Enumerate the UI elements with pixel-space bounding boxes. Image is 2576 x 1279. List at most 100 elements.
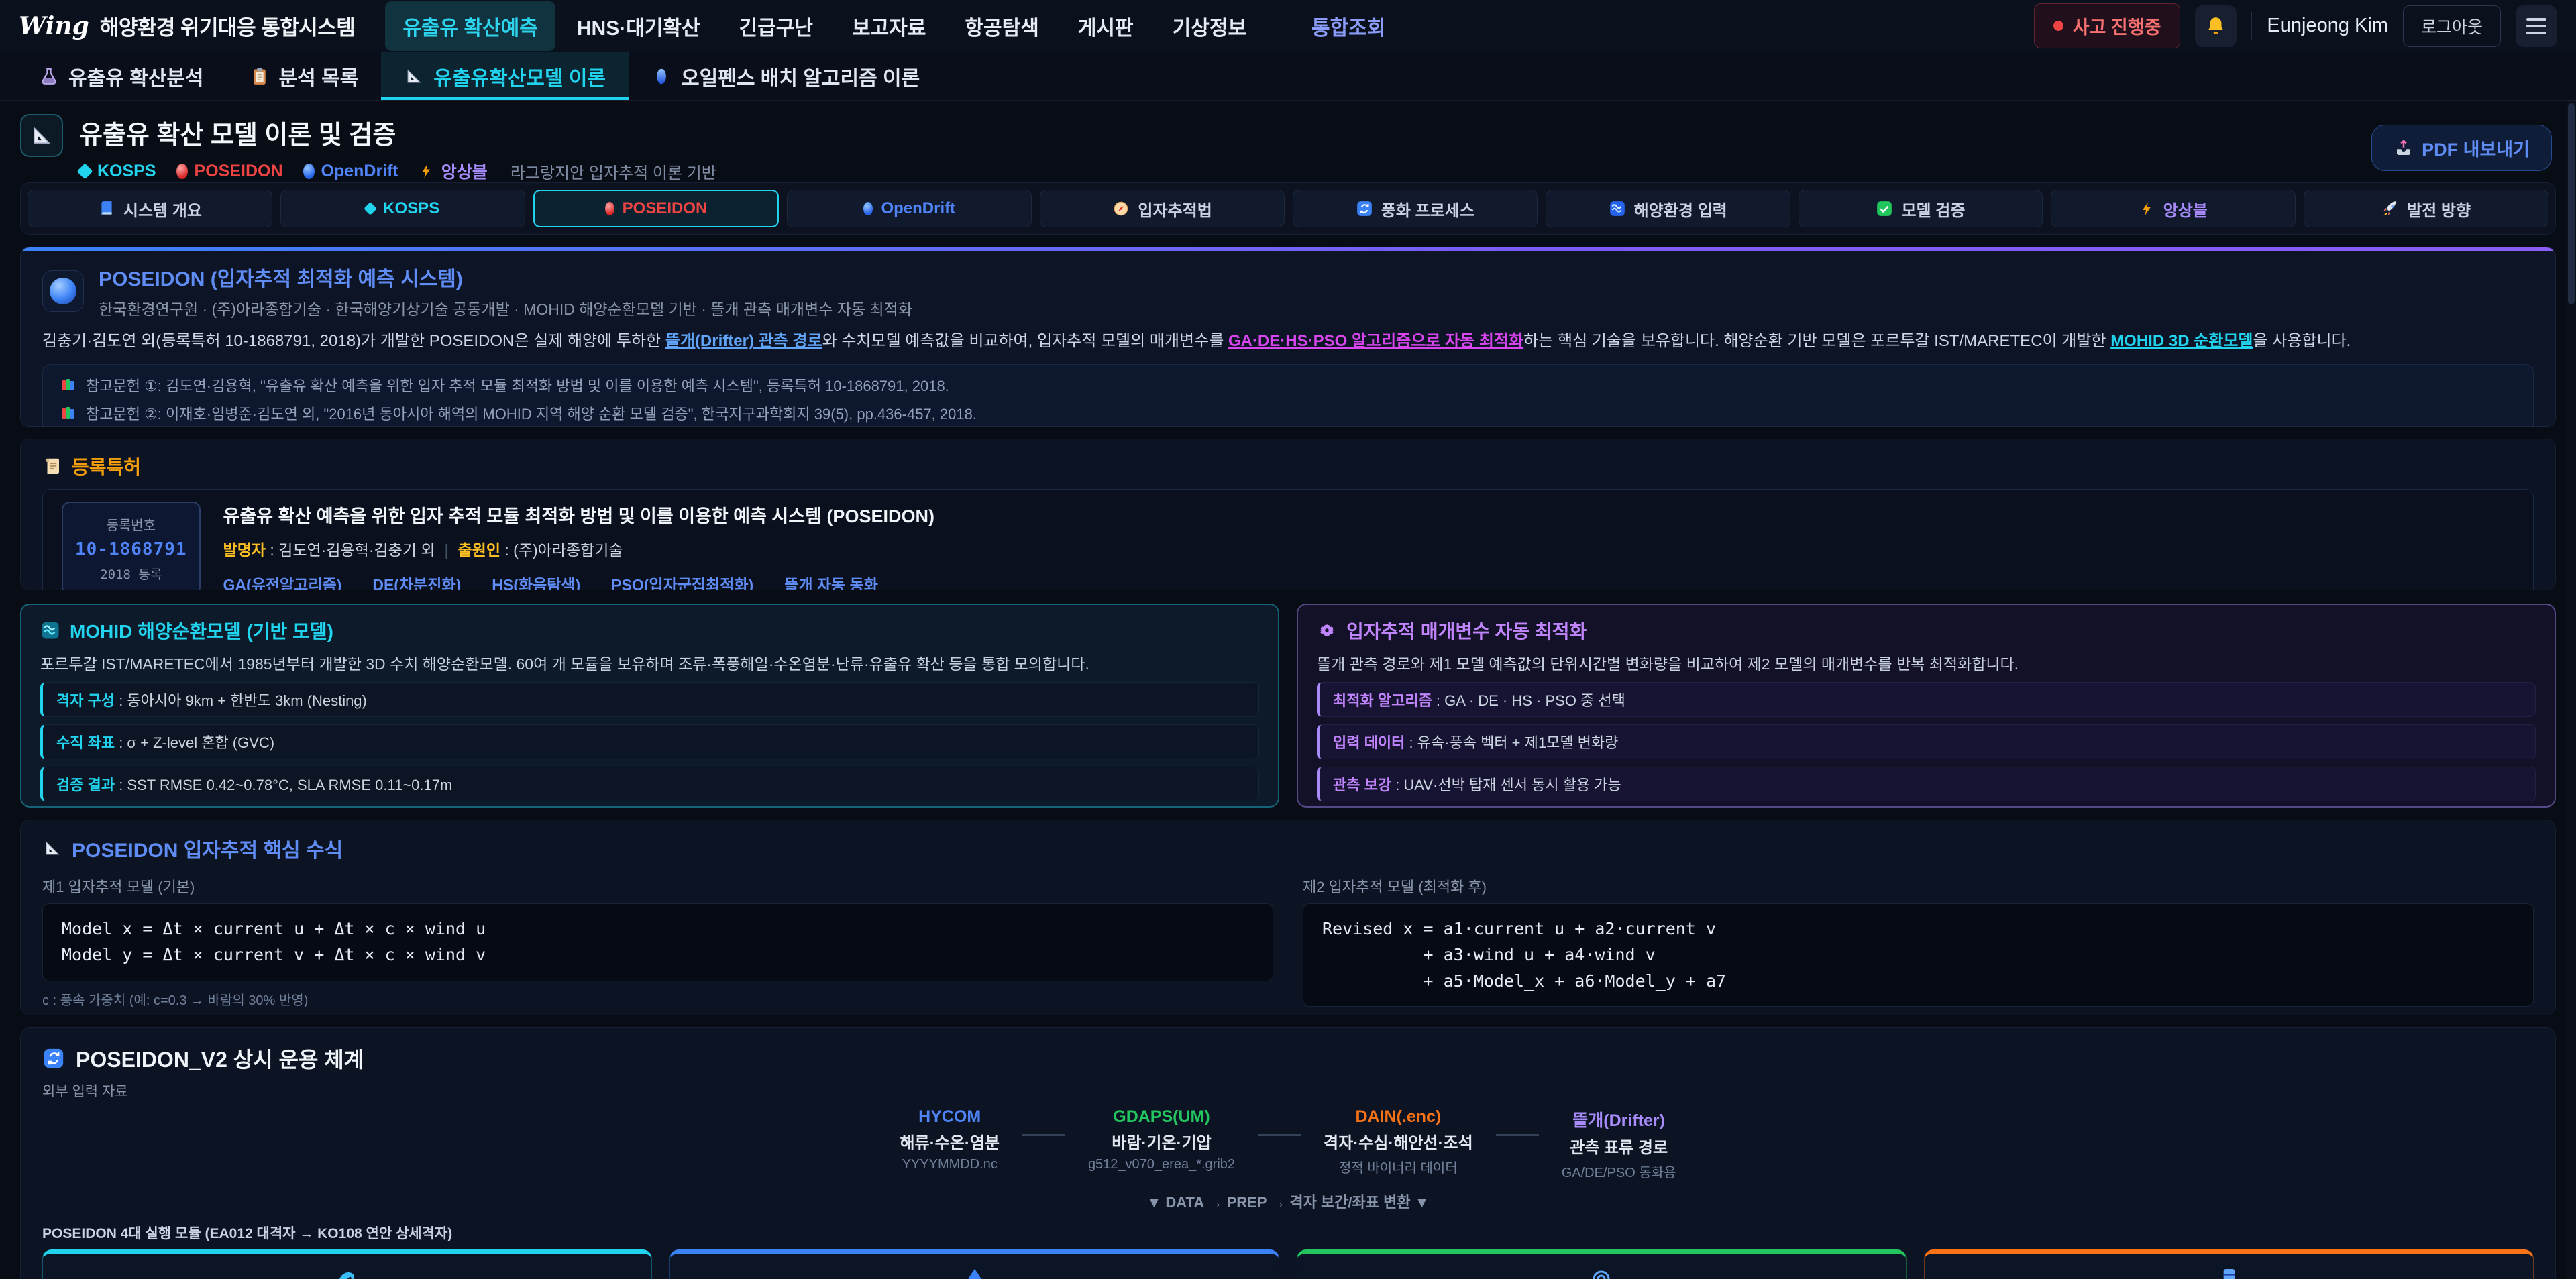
reg-year: 2018 등록 <box>100 567 162 582</box>
source-hycom: HYCOM 해류·수온·염분 YYYYMMDD.nc <box>900 1107 1000 1172</box>
logout-button[interactable]: 로그아웃 <box>2402 5 2501 47</box>
topbar: Wing 해양환경 위기대응 통합시스템 유출유 확산예측 HNS·대기확산 긴… <box>0 0 2576 52</box>
module-oils: OILS <box>1924 1249 2534 1279</box>
connector-line <box>1022 1134 1065 1136</box>
poseidon-header: POSEIDON (입자추적 최적화 예측 시스템) 한국환경연구원 · (주)… <box>42 262 2534 319</box>
applicant-label: 출원인 <box>458 541 500 559</box>
scroll-icon <box>46 458 59 474</box>
nav-aerial-search[interactable]: 항공탐색 <box>965 17 1039 40</box>
patent-registration-box: 등록번호 10-1868791 2018 등록 <box>62 502 201 590</box>
page-header: 유출유 확산 모델 이론 및 검증 KOSPS POSEIDON OpenDri… <box>0 101 2576 182</box>
badge-ensemble: 앙상블 <box>419 159 488 183</box>
pdf-export-label: PDF 내보내기 <box>2422 140 2530 160</box>
nav-integrated-search[interactable]: 통합조회 <box>1311 17 1386 40</box>
reg-number-label: 등록번호 <box>106 518 156 533</box>
nav-emergency-rescue[interactable]: 긴급구난 <box>739 17 814 40</box>
pill-poseidon[interactable]: POSEIDON <box>533 190 780 227</box>
mohid-card: MOHID 해양순환모델 (기반 모델) 포르투갈 IST/MARETEC에서 … <box>20 604 1279 808</box>
topbar-right: 사고 진행중 Eunjeong Kim 로그아웃 <box>2033 3 2557 48</box>
nav-hns-diffusion[interactable]: HNS·대기확산 <box>576 17 700 40</box>
external-input-label: 외부 입력 자료 <box>42 1084 128 1099</box>
tag-pso[interactable]: PSO(입자군집최적화) <box>611 576 754 590</box>
pill-ensemble[interactable]: 앙상블 <box>2051 190 2296 227</box>
tag-de[interactable]: DE(차분진화) <box>372 576 462 590</box>
data-flow-label: ▼ DATA → PREP → 격자 보간/좌표 변환 ▼ <box>1146 1194 1430 1211</box>
pill-future-direction[interactable]: 발전 방향 <box>2304 190 2548 227</box>
patent-tags: GA(유전알고리즘) DE(차분진화) HS(화음탐색) PSO(입자군집최적화… <box>223 572 934 590</box>
patent-section: 등록특허 등록번호 10-1868791 2018 등록 유출유 확산 예측을 … <box>20 439 2556 590</box>
formula-section: POSEIDON 입자추적 핵심 수식 제1 입자추적 모델 (기본) Mode… <box>20 820 2556 1015</box>
triangle-ruler-icon <box>407 69 421 82</box>
pill-particle-tracking[interactable]: 입자추적법 <box>1040 190 1285 227</box>
oil-barrel-icon <box>2223 1269 2235 1279</box>
incident-label: 사고 진행중 <box>2072 17 2161 38</box>
modules-label: POSEIDON 4대 실행 모듈 (EA012 대격자 → KO108 연안 … <box>42 1226 453 1241</box>
reg-number-value: 10-1868791 <box>75 539 187 559</box>
badge-opendrift: OpenDrift <box>303 162 398 181</box>
formula-model1-note: c : 풍속 가중치 (예: c=0.3 → 바람의 30% 반영) <box>42 993 309 1008</box>
tab-label: 분석 목록 <box>278 67 359 90</box>
check-icon <box>1877 201 1892 216</box>
notifications-button[interactable] <box>2195 5 2237 47</box>
cycle-icon <box>1356 201 1372 216</box>
tab-spill-analysis[interactable]: 유출유 확산분석 <box>16 52 227 100</box>
clipboard-icon <box>253 68 266 85</box>
diamond-icon <box>76 162 93 180</box>
pill-kosps[interactable]: KOSPS <box>280 190 525 227</box>
books-icon <box>62 378 74 390</box>
scrollbar-thumb[interactable] <box>2568 103 2575 304</box>
nav-board[interactable]: 게시판 <box>1077 17 1134 40</box>
tab-oilfence-theory[interactable]: 오일펜스 배치 알고리즘 이론 <box>629 52 943 100</box>
spec-row: 입력 데이터 : 유속·풍속 벡터 + 제1모델 변화량 <box>1317 724 2536 760</box>
source-gdaps: GDAPS(UM) 바람·기온·기압 g512_v070_erea_*.grib… <box>1087 1107 1236 1172</box>
pill-system-overview[interactable]: 시스템 개요 <box>28 190 272 227</box>
book-icon <box>101 201 112 215</box>
nav-weather-info[interactable]: 기상정보 <box>1172 17 1247 40</box>
connector-line <box>1495 1134 1539 1136</box>
tag-ga[interactable]: GA(유전알고리즘) <box>223 576 342 590</box>
app-logo: Wing 해양환경 위기대응 통합시스템 <box>19 11 356 41</box>
tab-label: 유출유 확산분석 <box>68 67 204 90</box>
pill-weathering-process[interactable]: 풍화 프로세스 <box>1292 190 1538 227</box>
model-cards-row: MOHID 해양순환모델 (기반 모델) 포르투갈 IST/MARETEC에서 … <box>20 604 2556 808</box>
module-wave: WAVE <box>669 1249 1279 1279</box>
user-name: Eunjeong Kim <box>2267 15 2388 36</box>
tab-analysis-list[interactable]: 분석 목록 <box>227 52 382 100</box>
incident-status-badge[interactable]: 사고 진행중 <box>2033 3 2181 48</box>
reference-item: 참고문헌 ①: 김도연·김용혁, "유출유 확산 예측을 위한 입자 추적 모듈… <box>60 374 2516 396</box>
gear-icon <box>1319 624 1335 636</box>
poseidon-logo-box <box>42 270 84 312</box>
nav-oil-spill-prediction[interactable]: 유출유 확산예측 <box>385 1 555 51</box>
poseidon-title: POSEIDON (입자추적 최적화 예측 시스템) <box>99 268 463 290</box>
section-nav: 시스템 개요 KOSPS POSEIDON OpenDrift 입자추적법 풍화… <box>20 182 2556 235</box>
patent-card: 등록번호 10-1868791 2018 등록 유출유 확산 예측을 위한 입자… <box>42 489 2534 590</box>
nav-reports[interactable]: 보고자료 <box>852 17 926 40</box>
pill-model-validation[interactable]: 모델 검증 <box>1798 190 2043 227</box>
menu-button[interactable] <box>2516 5 2557 47</box>
operations-section: POSEIDON_V2 상시 운용 체계 외부 입력 자료 HYCOM 해류·수… <box>20 1027 2556 1279</box>
spec-row: 검증 결과 : SST RMSE 0.42~0.78°C, SLA RMSE 0… <box>40 767 1259 802</box>
pdf-export-button[interactable]: PDF 내보내기 <box>2371 125 2552 171</box>
formula-grid: 제1 입자추적 모델 (기본) Model_x = Δt × current_u… <box>42 875 2534 1015</box>
inventor-label: 발명자 <box>223 541 266 559</box>
menu-icon <box>2526 17 2546 34</box>
spec-row: 관측 보강 : UAV·선박 탑재 센서 동시 활용 가능 <box>1317 767 2536 802</box>
water-drop-icon <box>968 1269 981 1279</box>
pill-ocean-env-input[interactable]: 해양환경 입력 <box>1545 190 1790 227</box>
highlight-optimization-algos: GA·DE·HS·PSO 알고리즘으로 자동 최적화 <box>1228 332 1524 350</box>
red-orb-icon <box>604 202 614 215</box>
spec-row: 격자 구성 : 동아시아 9km + 한반도 3km (Nesting) <box>40 682 1259 718</box>
rocket-icon <box>2383 201 2396 215</box>
tag-hs[interactable]: HS(화음탐색) <box>492 576 581 590</box>
tab-model-theory[interactable]: 유출유확산모델 이론 <box>381 52 629 100</box>
incident-dot-icon <box>2053 21 2063 31</box>
bell-icon <box>2208 17 2224 34</box>
page-scrollbar[interactable] <box>2567 101 2576 1279</box>
modules-grid: HYDR WAVE TIDE OILS <box>42 1249 2534 1279</box>
page-icon-box <box>20 114 63 157</box>
cycle-icon <box>44 1048 64 1068</box>
pill-opendrift[interactable]: OpenDrift <box>787 190 1032 227</box>
tag-drifter-assimilation[interactable]: 뜰개 자동 동화 <box>784 576 878 590</box>
patent-title: 유출유 확산 예측을 위한 입자 추적 모듈 최적화 방법 및 이를 이용한 예… <box>223 506 934 526</box>
page-title: 유출유 확산 모델 이론 및 검증 <box>79 121 396 150</box>
